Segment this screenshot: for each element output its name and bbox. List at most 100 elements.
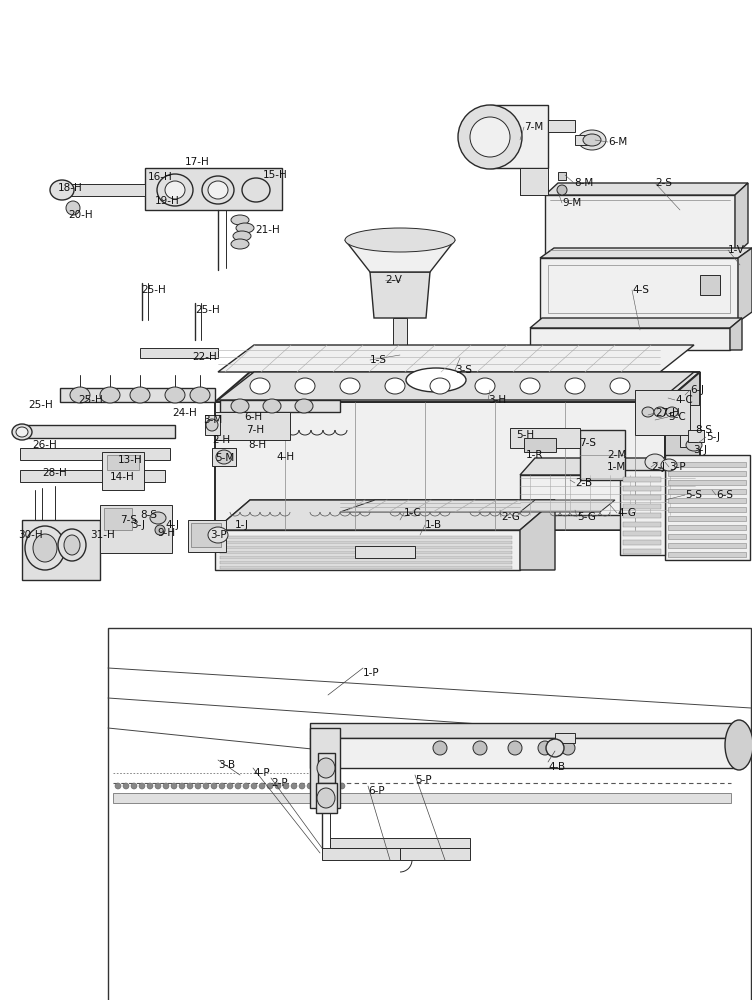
Text: 3-J: 3-J bbox=[693, 445, 707, 455]
Ellipse shape bbox=[323, 783, 329, 789]
Ellipse shape bbox=[642, 407, 654, 417]
Text: 7-M: 7-M bbox=[524, 122, 543, 132]
Ellipse shape bbox=[610, 378, 630, 394]
Ellipse shape bbox=[165, 181, 185, 199]
Polygon shape bbox=[20, 470, 165, 482]
Text: 7-S: 7-S bbox=[120, 515, 137, 525]
Ellipse shape bbox=[242, 178, 270, 202]
Ellipse shape bbox=[123, 783, 129, 789]
Polygon shape bbox=[318, 753, 335, 783]
Polygon shape bbox=[145, 168, 282, 210]
Text: 8-S: 8-S bbox=[695, 425, 712, 435]
Bar bbox=[668, 516, 746, 521]
Bar bbox=[623, 522, 661, 527]
Text: 2-B: 2-B bbox=[575, 478, 592, 488]
Text: 5-G: 5-G bbox=[577, 512, 596, 522]
Polygon shape bbox=[665, 372, 700, 530]
Ellipse shape bbox=[211, 783, 217, 789]
Text: 8-H: 8-H bbox=[248, 440, 266, 450]
Polygon shape bbox=[738, 248, 752, 322]
Bar bbox=[104, 508, 132, 530]
Polygon shape bbox=[530, 318, 742, 328]
Text: 6-P: 6-P bbox=[368, 786, 384, 796]
Text: 25-H: 25-H bbox=[78, 395, 103, 405]
Ellipse shape bbox=[179, 783, 185, 789]
Bar bbox=[668, 525, 746, 530]
Text: 6-H: 6-H bbox=[244, 412, 262, 422]
Ellipse shape bbox=[235, 783, 241, 789]
Ellipse shape bbox=[157, 174, 193, 206]
Ellipse shape bbox=[150, 512, 166, 524]
Text: 1-C: 1-C bbox=[404, 508, 422, 518]
Bar bbox=[548, 265, 730, 313]
Ellipse shape bbox=[317, 758, 335, 778]
Bar bbox=[212, 448, 236, 466]
Text: 4-P: 4-P bbox=[253, 768, 270, 778]
Polygon shape bbox=[345, 240, 455, 272]
Bar bbox=[220, 551, 512, 554]
Polygon shape bbox=[580, 430, 625, 480]
Ellipse shape bbox=[458, 105, 522, 169]
Ellipse shape bbox=[251, 783, 257, 789]
Polygon shape bbox=[20, 448, 170, 460]
Polygon shape bbox=[540, 248, 752, 258]
Bar bbox=[188, 520, 226, 552]
Bar bbox=[668, 480, 746, 485]
Text: 20-H: 20-H bbox=[68, 210, 92, 220]
Ellipse shape bbox=[578, 130, 606, 150]
Polygon shape bbox=[520, 475, 695, 515]
Text: 8-M: 8-M bbox=[574, 178, 593, 188]
Polygon shape bbox=[310, 738, 741, 768]
Polygon shape bbox=[113, 793, 731, 803]
Ellipse shape bbox=[58, 529, 86, 561]
Polygon shape bbox=[330, 838, 470, 848]
Polygon shape bbox=[520, 500, 615, 512]
Text: 7-S: 7-S bbox=[579, 438, 596, 448]
Ellipse shape bbox=[666, 407, 678, 417]
Ellipse shape bbox=[202, 176, 234, 204]
Text: 31-H: 31-H bbox=[90, 530, 115, 540]
Ellipse shape bbox=[661, 459, 677, 471]
Polygon shape bbox=[555, 733, 575, 743]
Polygon shape bbox=[20, 425, 175, 438]
Bar bbox=[668, 489, 746, 494]
Bar bbox=[623, 531, 661, 536]
Text: 5-H: 5-H bbox=[516, 430, 534, 440]
Bar bbox=[100, 505, 172, 553]
Bar bbox=[668, 471, 746, 476]
Text: 1-S: 1-S bbox=[370, 355, 387, 365]
Polygon shape bbox=[490, 105, 548, 168]
Ellipse shape bbox=[561, 741, 575, 755]
Ellipse shape bbox=[250, 378, 270, 394]
Ellipse shape bbox=[317, 788, 335, 808]
Text: 4-S: 4-S bbox=[632, 285, 649, 295]
Text: 4-G: 4-G bbox=[617, 508, 636, 518]
Polygon shape bbox=[60, 388, 215, 402]
Ellipse shape bbox=[100, 387, 120, 403]
Polygon shape bbox=[530, 328, 730, 350]
Text: 8-S: 8-S bbox=[140, 510, 157, 520]
Polygon shape bbox=[310, 723, 741, 738]
Ellipse shape bbox=[206, 419, 218, 431]
Text: 2-J: 2-J bbox=[651, 462, 665, 472]
Ellipse shape bbox=[231, 239, 249, 249]
Ellipse shape bbox=[70, 387, 90, 403]
Bar bbox=[220, 556, 512, 559]
Ellipse shape bbox=[470, 117, 510, 157]
Bar bbox=[355, 546, 415, 558]
Text: 1-R: 1-R bbox=[526, 450, 544, 460]
Ellipse shape bbox=[433, 741, 447, 755]
Ellipse shape bbox=[165, 387, 185, 403]
Ellipse shape bbox=[473, 741, 487, 755]
Text: 4-B: 4-B bbox=[548, 762, 565, 772]
Polygon shape bbox=[215, 412, 290, 440]
Ellipse shape bbox=[283, 783, 289, 789]
Ellipse shape bbox=[340, 378, 360, 394]
Ellipse shape bbox=[163, 783, 169, 789]
Text: 6-M: 6-M bbox=[608, 137, 627, 147]
Text: 3-P: 3-P bbox=[210, 530, 226, 540]
Text: 27-H: 27-H bbox=[655, 408, 680, 418]
Polygon shape bbox=[215, 402, 665, 530]
Ellipse shape bbox=[33, 534, 57, 562]
Text: 15-H: 15-H bbox=[263, 170, 288, 180]
